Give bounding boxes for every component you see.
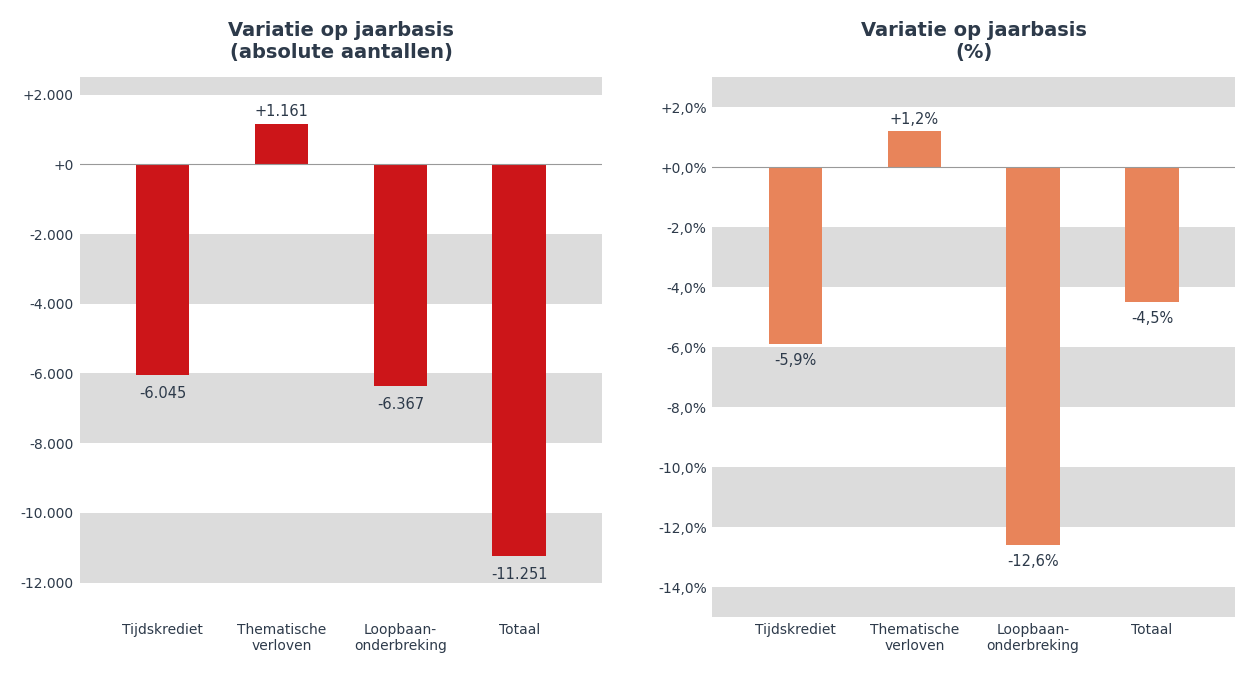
Text: -6.367: -6.367 — [377, 397, 425, 412]
Text: -12,6%: -12,6% — [1007, 555, 1059, 570]
Bar — [373, 164, 427, 386]
Bar — [712, 588, 1235, 617]
Bar — [712, 167, 1235, 227]
Bar — [712, 527, 1235, 588]
Text: -11.251: -11.251 — [491, 567, 548, 582]
Bar — [1125, 167, 1178, 303]
Bar — [79, 304, 603, 373]
Bar — [79, 443, 603, 513]
Title: Variatie op jaarbasis
(absolute aantallen): Variatie op jaarbasis (absolute aantalle… — [229, 21, 453, 62]
Bar — [1006, 167, 1060, 545]
Bar — [769, 167, 823, 344]
Text: -6.045: -6.045 — [139, 386, 186, 400]
Bar — [712, 407, 1235, 467]
Text: -4,5%: -4,5% — [1130, 311, 1173, 326]
Bar — [136, 164, 190, 375]
Bar — [79, 164, 603, 234]
Bar — [79, 513, 603, 582]
Bar — [492, 164, 546, 557]
Bar — [712, 78, 1235, 107]
Bar — [79, 78, 603, 95]
Text: +1,2%: +1,2% — [889, 112, 939, 127]
Bar — [712, 287, 1235, 347]
Text: -5,9%: -5,9% — [775, 353, 816, 369]
Title: Variatie op jaarbasis
(%): Variatie op jaarbasis (%) — [860, 21, 1086, 62]
Bar — [79, 373, 603, 443]
Bar — [888, 131, 941, 167]
Bar — [712, 107, 1235, 167]
Bar — [712, 227, 1235, 287]
Bar — [712, 347, 1235, 407]
Bar — [79, 582, 603, 617]
Bar — [712, 467, 1235, 527]
Text: +1.161: +1.161 — [255, 104, 309, 119]
Bar — [79, 95, 603, 164]
Bar — [255, 124, 308, 164]
Bar — [79, 234, 603, 304]
